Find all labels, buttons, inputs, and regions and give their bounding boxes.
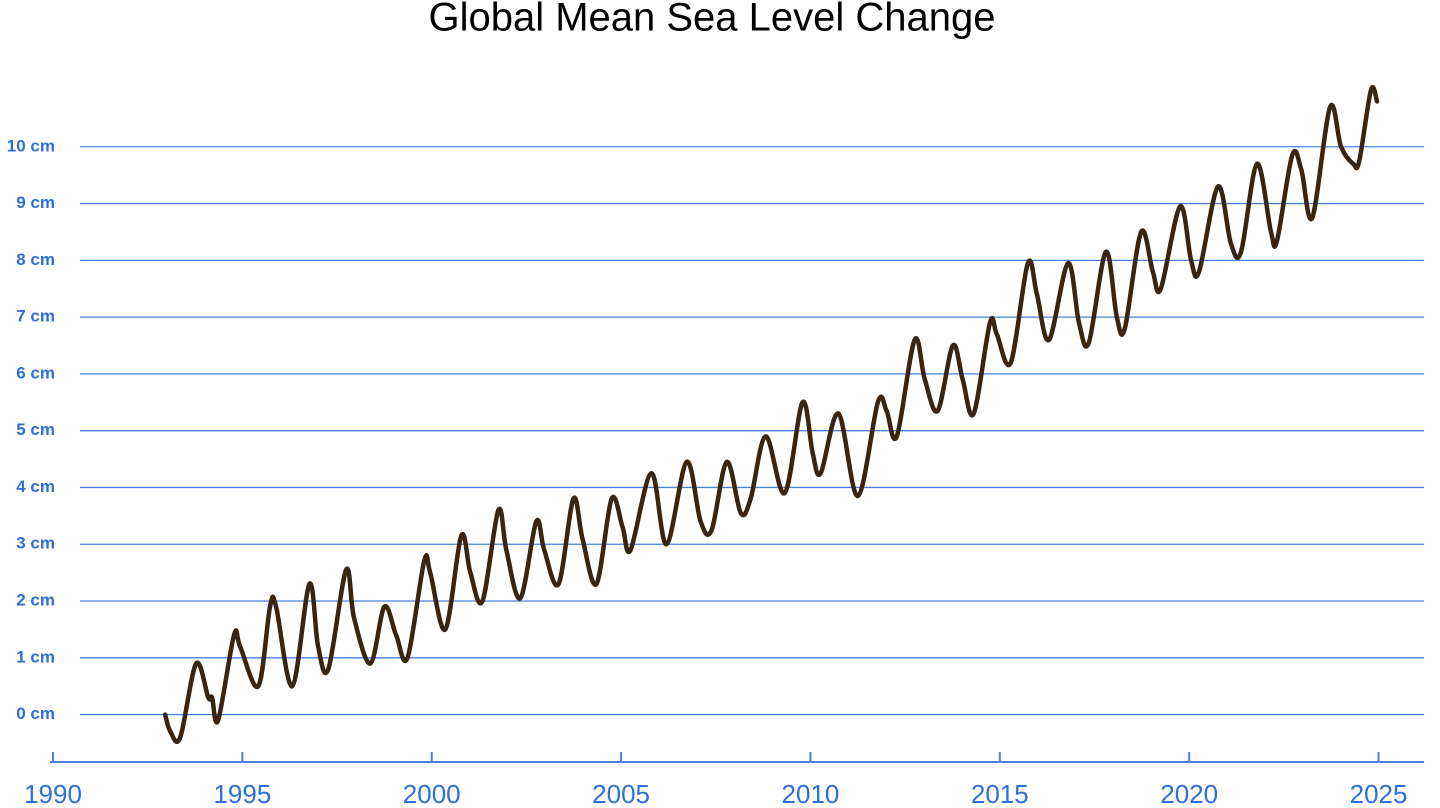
y-tick-label: 10 cm (7, 136, 55, 155)
x-tick-label: 2025 (1350, 779, 1408, 808)
y-tick-label: 7 cm (16, 307, 55, 326)
y-tick-label: 4 cm (16, 477, 55, 496)
chart-title: Global Mean Sea Level Change (428, 0, 995, 40)
x-tick-label: 2015 (971, 779, 1029, 808)
y-tick-label: 0 cm (16, 704, 55, 723)
x-tick-label: 1995 (213, 779, 271, 808)
x-tick-label: 2000 (403, 779, 461, 808)
y-tick-label: 5 cm (16, 420, 55, 439)
y-tick-label: 8 cm (16, 250, 55, 269)
x-tick-label: 2020 (1160, 779, 1218, 808)
y-tick-label: 1 cm (16, 647, 55, 666)
y-tick-label: 3 cm (16, 534, 55, 553)
x-tick-label: 1990 (24, 779, 82, 808)
sea-level-line (162, 85, 1380, 744)
y-tick-label: 2 cm (16, 591, 55, 610)
y-tick-label: 6 cm (16, 363, 55, 382)
y-tick-label: 9 cm (16, 193, 55, 212)
x-tick-label: 2005 (592, 779, 650, 808)
x-tick-label: 2010 (782, 779, 840, 808)
